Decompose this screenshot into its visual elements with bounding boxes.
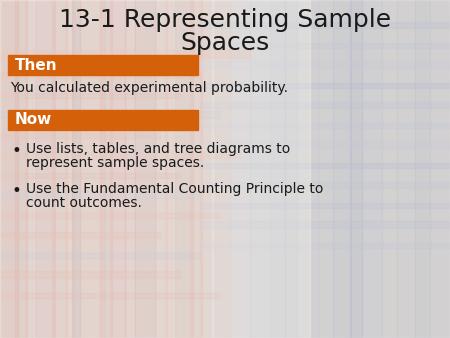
Bar xyxy=(200,203,450,208)
Bar xyxy=(165,0,173,338)
Bar xyxy=(80,0,105,338)
Text: Then: Then xyxy=(15,57,58,72)
Bar xyxy=(65,0,75,338)
Bar xyxy=(0,111,220,118)
Bar xyxy=(270,0,285,338)
Bar xyxy=(200,22,450,28)
Bar xyxy=(200,61,450,68)
Bar xyxy=(0,0,310,338)
Text: •: • xyxy=(12,182,22,200)
Bar xyxy=(15,0,27,338)
Bar xyxy=(250,0,268,338)
Bar xyxy=(200,243,450,248)
Bar xyxy=(415,0,430,338)
Bar xyxy=(230,0,250,338)
Bar xyxy=(0,293,220,298)
Bar xyxy=(200,141,450,148)
Bar xyxy=(200,182,450,188)
Text: You calculated experimental probability.: You calculated experimental probability. xyxy=(10,81,288,95)
Bar xyxy=(52,0,67,338)
Text: 13-1 Representing Sample: 13-1 Representing Sample xyxy=(59,8,391,32)
Text: Now: Now xyxy=(15,113,52,127)
Bar xyxy=(8,110,198,130)
Bar xyxy=(362,0,382,338)
Bar xyxy=(200,43,450,48)
Text: •: • xyxy=(12,142,22,160)
Text: Spaces: Spaces xyxy=(180,31,270,55)
Bar xyxy=(382,0,397,338)
Bar xyxy=(200,163,450,168)
Bar xyxy=(200,83,450,88)
Bar xyxy=(397,0,415,338)
Bar xyxy=(25,0,33,338)
Bar xyxy=(175,0,193,338)
Text: count outcomes.: count outcomes. xyxy=(26,196,142,210)
Bar xyxy=(190,0,202,338)
Bar xyxy=(318,0,333,338)
Bar xyxy=(72,0,80,338)
Bar xyxy=(0,253,200,258)
Bar xyxy=(0,232,160,238)
Text: represent sample spaces.: represent sample spaces. xyxy=(26,156,204,170)
Bar xyxy=(430,0,450,338)
Bar xyxy=(200,0,210,338)
Bar xyxy=(135,0,155,338)
Bar xyxy=(0,271,180,278)
Bar xyxy=(125,0,135,338)
Bar xyxy=(100,0,112,338)
Bar xyxy=(155,0,167,338)
Bar xyxy=(0,50,250,58)
Bar xyxy=(0,72,200,78)
Bar xyxy=(200,102,450,108)
Bar xyxy=(0,191,200,198)
Bar xyxy=(8,55,198,75)
Bar xyxy=(333,0,351,338)
Bar xyxy=(110,0,125,338)
Bar xyxy=(298,0,318,338)
Bar xyxy=(350,0,362,338)
Bar xyxy=(0,213,220,218)
Text: Use lists, tables, and tree diagrams to: Use lists, tables, and tree diagrams to xyxy=(26,142,290,156)
Bar xyxy=(35,0,55,338)
Bar xyxy=(0,0,18,338)
Bar xyxy=(0,93,180,98)
Bar xyxy=(215,0,230,338)
Text: Use the Fundamental Counting Principle to: Use the Fundamental Counting Principle t… xyxy=(26,182,324,196)
Bar xyxy=(0,152,240,158)
Bar xyxy=(0,173,180,178)
Bar xyxy=(0,133,160,138)
Bar xyxy=(200,123,450,128)
Bar xyxy=(285,0,297,338)
Bar xyxy=(200,221,450,228)
